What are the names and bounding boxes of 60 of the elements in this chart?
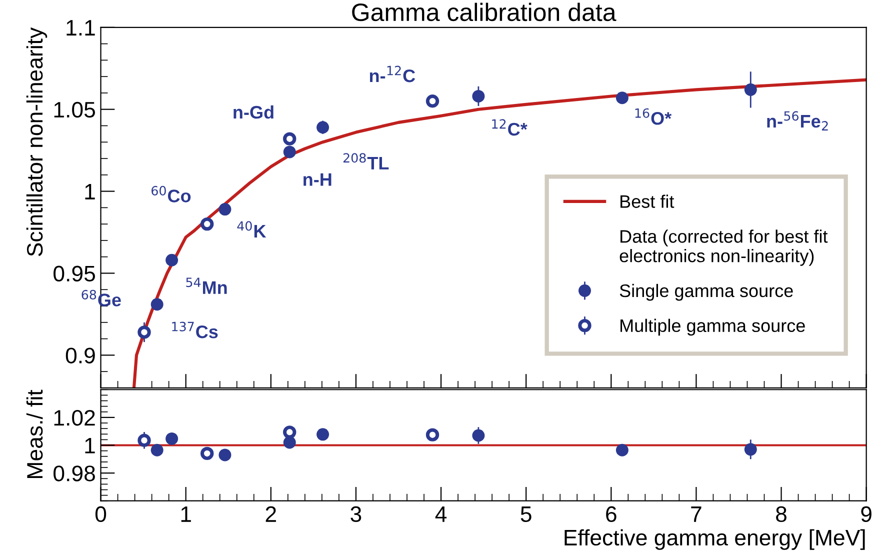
annotation: n-$^{56}$Fe$_{2}$: [767, 111, 828, 130]
point: [200, 446, 214, 460]
point: [218, 203, 232, 216]
point: [426, 428, 440, 442]
annotation: $^{12}$C*: [492, 119, 528, 136]
x-tick-label: 7: [691, 506, 702, 522]
point: [283, 426, 296, 439]
y-tick-label: 1.02: [54, 410, 95, 426]
annotation: $^{16}$O*: [635, 108, 672, 125]
annotation: $^{40}$K: [237, 221, 266, 238]
point: [472, 429, 485, 442]
y-tick-label: 0.95: [54, 266, 95, 282]
y-axis-title: Scintillator non-linearity: [26, 27, 48, 256]
annotation: n-Gd: [234, 105, 274, 119]
point: [283, 146, 296, 158]
x-tick-label: 2: [266, 506, 276, 522]
legend-label: Multiple gamma source: [620, 318, 805, 336]
y-tick-label: 1.1: [66, 20, 95, 36]
point: [744, 443, 757, 456]
point: [166, 254, 178, 266]
x-tick-label: 8: [776, 506, 786, 522]
x-tick-label: 6: [606, 506, 616, 522]
legend-label: Best fit: [620, 194, 674, 208]
point: [150, 298, 164, 311]
point: [138, 326, 151, 339]
point: [426, 94, 440, 108]
y-tick-label: 1: [85, 184, 95, 200]
point: [218, 448, 232, 462]
annotation: $^{208}$TL: [343, 153, 389, 170]
point: [744, 83, 757, 96]
x-axis-title: Effective gamma energy [MeV]: [564, 529, 865, 550]
x-tick-label: 5: [520, 506, 532, 522]
point: [616, 444, 628, 456]
annotation: n-$^{12}$C: [370, 66, 416, 82]
point: [316, 121, 330, 134]
annotation: $^{60}$Co: [152, 186, 191, 202]
point: [150, 444, 164, 456]
y-tick-label: 1.05: [54, 102, 95, 118]
y-axis-title: Meas./ fit: [26, 390, 43, 478]
point: [138, 434, 151, 447]
x-tick-label: 4: [435, 506, 447, 522]
point: [472, 90, 485, 102]
y-tick-label: 1: [85, 438, 95, 454]
x-tick-label: 1: [181, 506, 191, 522]
y-tick-label: 0.98: [54, 466, 95, 482]
annotation: $^{137}$Cs: [172, 322, 218, 338]
point: [616, 92, 628, 104]
x-tick-label: 0: [95, 506, 106, 522]
legend-title: Data (corrected for best fit electronics non-linearity): [620, 230, 828, 266]
point: [283, 132, 296, 146]
legend-label: Single gamma source: [620, 284, 793, 301]
x-tick-label: 9: [861, 506, 872, 522]
annotation: n-H: [304, 173, 332, 186]
x-tick-label: 3: [350, 506, 362, 522]
point: [316, 428, 330, 441]
chart-title: Gamma calibration data: [352, 2, 616, 22]
annotation: $^{54}$Mn: [186, 278, 227, 294]
y-tick-label: 0.9: [66, 348, 95, 364]
point: [166, 432, 178, 445]
point: [200, 217, 214, 231]
